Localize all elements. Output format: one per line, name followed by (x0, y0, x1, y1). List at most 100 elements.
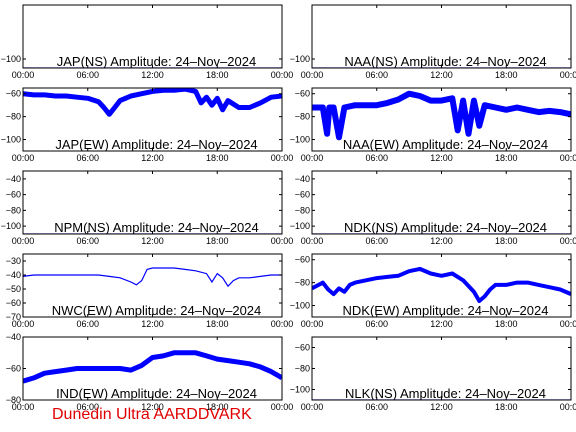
x-tick-label: 00:00 (12, 236, 35, 246)
y-tick-label: −40 (295, 174, 310, 184)
x-tick-label: 06:00 (365, 402, 388, 412)
x-tick-label: 00:00 (560, 402, 576, 412)
y-tick-label: −80 (295, 278, 310, 288)
chart-panel-2: 00:00 06:00 12:00 18:00 00:00 −100 NAA(NS) Amp… (290, 4, 576, 80)
x-tick-label: 18:00 (495, 153, 518, 163)
x-tick-label: 12:00 (430, 70, 453, 80)
chart-panel-7: 00:00 06:00 12:00 18:00 00:00 −30 −40 −50 −60 −70… (6, 253, 294, 329)
x-tick-label: 00:00 (560, 319, 576, 329)
chart-title: JAP(NS) Amplitude: 24–Nov–2024 (57, 54, 256, 69)
y-tick-label: −100 (290, 301, 310, 311)
chart-title: NLK(NS) Amplitude: 24–Nov–2024 (345, 386, 546, 401)
chart-panel-9: 00:00 06:00 12:00 18:00 00:00 −40 −60 −80 IND(EW… (6, 332, 294, 412)
x-tick-label: 12:00 (141, 153, 164, 163)
y-tick-label: −60 (6, 89, 21, 99)
x-tick-label: 00:00 (271, 319, 294, 329)
x-tick-label: 06:00 (365, 236, 388, 246)
y-tick-label: −80 (295, 205, 310, 215)
x-tick-label: 18:00 (495, 236, 518, 246)
chart-title: NPM(NS) Amplitude: 24–Nov–2024 (54, 220, 259, 235)
x-tick-label: 00:00 (271, 153, 294, 163)
x-tick-label: 12:00 (430, 153, 453, 163)
x-tick-label: 00:00 (12, 70, 35, 80)
x-tick-label: 06:00 (365, 70, 388, 80)
x-tick-label: 18:00 (206, 236, 229, 246)
x-tick-label: 18:00 (495, 402, 518, 412)
x-tick-label: 00:00 (560, 153, 576, 163)
x-tick-label: 12:00 (141, 319, 164, 329)
y-tick-label: −40 (6, 332, 21, 342)
series-line (23, 88, 282, 116)
y-tick-label: −100 (290, 135, 310, 145)
x-tick-label: 18:00 (206, 319, 229, 329)
x-tick-label: 00:00 (301, 153, 324, 163)
y-tick-label: −60 (295, 343, 310, 353)
x-tick-label: 12:00 (141, 70, 164, 80)
x-tick-label: 18:00 (206, 153, 229, 163)
x-tick-label: 06:00 (365, 319, 388, 329)
x-tick-label: 06:00 (76, 402, 99, 412)
series-line (312, 93, 571, 138)
chart-panel-4: 00:00 06:00 12:00 18:00 00:00 −60 −80 −100 NAA(E… (290, 87, 576, 163)
y-tick-label: −100 (1, 135, 21, 145)
y-tick-label: −80 (295, 112, 310, 122)
chart-title: NAA(NS) Amplitude: 24–Nov–2024 (344, 54, 546, 69)
y-tick-label: −60 (6, 364, 21, 374)
chart-title: NDK(NS) Amplitude: 24–Nov–2024 (344, 220, 547, 235)
series-band (23, 88, 282, 117)
footer-caption: Dunedin Ultra AARDDVARK (52, 406, 252, 423)
x-tick-label: 00:00 (271, 402, 294, 412)
y-tick-label: −100 (290, 54, 310, 64)
y-tick-label: −40 (6, 270, 21, 280)
chart-panel-5: 00:00 06:00 12:00 18:00 00:00 −40 −60 −80 −100 NP… (1, 170, 294, 246)
y-tick-label: −60 (6, 190, 21, 200)
y-tick-label: −60 (295, 255, 310, 265)
x-tick-label: 18:00 (206, 70, 229, 80)
x-tick-label: 00:00 (301, 402, 324, 412)
x-tick-label: 00:00 (12, 319, 35, 329)
y-tick-label: −100 (1, 221, 21, 231)
x-tick-label: 18:00 (495, 319, 518, 329)
x-tick-label: 00:00 (12, 402, 35, 412)
y-tick-label: −30 (6, 256, 21, 266)
x-tick-label: 00:00 (301, 70, 324, 80)
chart-panel-3: 00:00 06:00 12:00 18:00 00:00 −60 −80 −100 JAP(E… (1, 87, 294, 163)
chart-panel-6: 00:00 06:00 12:00 18:00 00:00 −40 −60 −80 −100 ND… (290, 170, 576, 246)
y-tick-label: −80 (6, 395, 21, 405)
chart-panel-10: 00:00 06:00 12:00 18:00 00:00 −60 −80 −100 NLK(N… (290, 336, 576, 412)
x-tick-label: 18:00 (495, 70, 518, 80)
chart-title: JAP(EW) Amplitude: 24–Nov–2024 (55, 137, 257, 152)
x-tick-label: 00:00 (560, 70, 576, 80)
y-tick-label: −60 (295, 89, 310, 99)
chart-title: IND(EW) Amplitude: 24–Nov–2024 (56, 386, 257, 401)
x-tick-label: 06:00 (76, 236, 99, 246)
x-tick-label: 18:00 (206, 402, 229, 412)
series-line (312, 268, 571, 302)
y-tick-label: −100 (290, 385, 310, 395)
x-tick-label: 12:00 (430, 402, 453, 412)
x-tick-label: 06:00 (365, 153, 388, 163)
y-tick-label: −60 (295, 190, 310, 200)
y-tick-label: −100 (290, 221, 310, 231)
chart-title: NAA(EW) Amplitude: 24–Nov–2024 (343, 137, 548, 152)
x-tick-label: 00:00 (301, 319, 324, 329)
x-tick-label: 00:00 (271, 236, 294, 246)
x-tick-label: 00:00 (12, 153, 35, 163)
series-line (23, 352, 282, 382)
y-tick-label: −80 (295, 364, 310, 374)
x-tick-label: 12:00 (141, 402, 164, 412)
x-tick-label: 12:00 (141, 236, 164, 246)
x-tick-label: 00:00 (271, 70, 294, 80)
x-tick-label: 12:00 (430, 236, 453, 246)
y-tick-label: −70 (6, 312, 21, 322)
chart-title: NWC(EW) Amplitude: 24–Nov–2024 (52, 303, 262, 318)
x-tick-label: 00:00 (301, 236, 324, 246)
x-tick-label: 06:00 (76, 70, 99, 80)
chart-panel-1: 00:00 06:00 12:00 18:00 00:00 −100 JAP(NS) Amp… (1, 4, 294, 80)
x-tick-label: 12:00 (430, 319, 453, 329)
x-tick-label: 06:00 (76, 319, 99, 329)
chart-panel-8: 00:00 06:00 12:00 18:00 00:00 −60 −80 −100 NDK(E… (290, 253, 576, 329)
y-tick-label: −80 (6, 205, 21, 215)
y-tick-label: −50 (6, 284, 21, 294)
